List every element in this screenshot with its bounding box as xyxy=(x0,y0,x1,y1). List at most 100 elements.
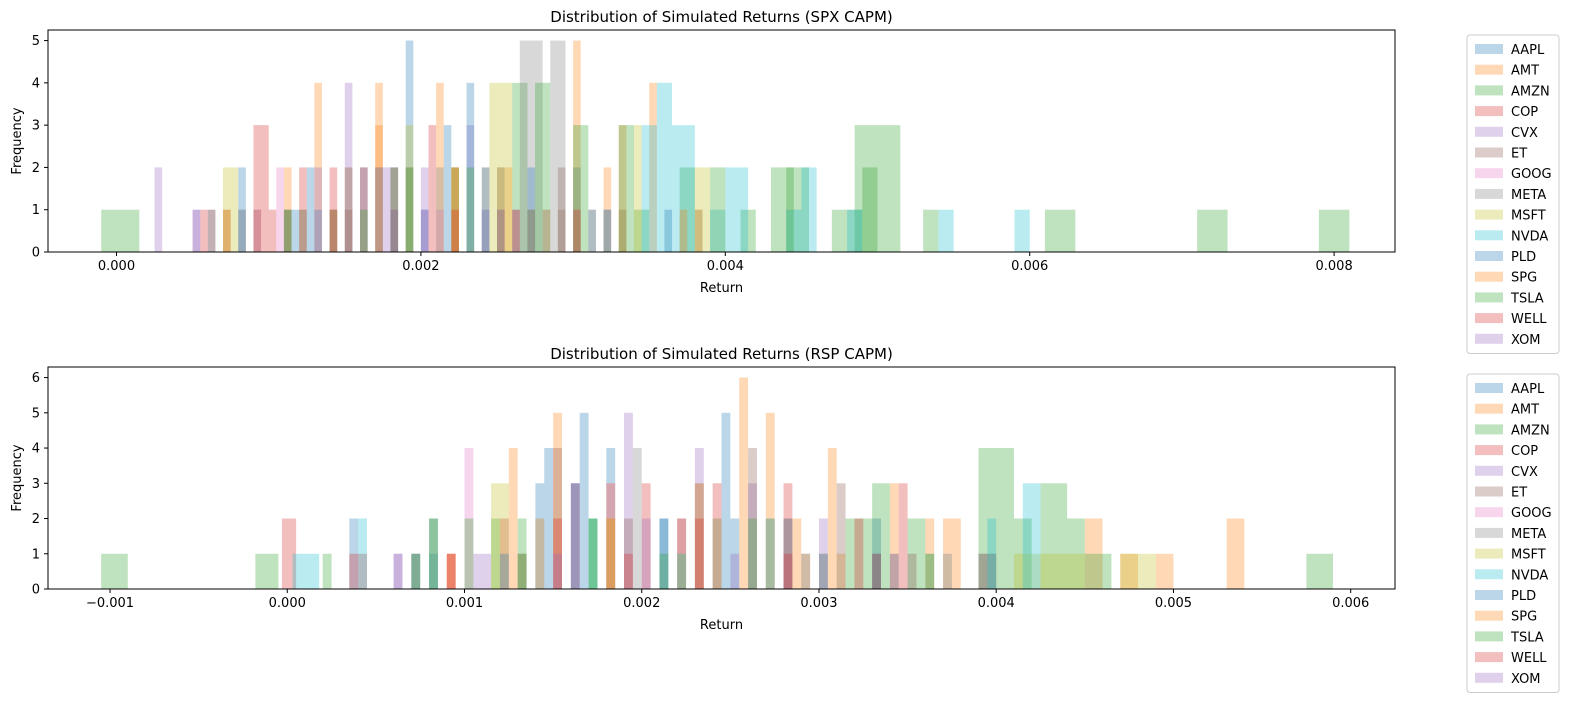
legend-swatch-msft xyxy=(1475,548,1503,559)
bar-nvda-8 xyxy=(987,518,997,589)
bar-nvda-5 xyxy=(588,209,596,252)
bar-meta-2 xyxy=(694,483,704,589)
bar-pld-1 xyxy=(499,553,509,589)
legend-label-pld: PLD xyxy=(1511,250,1536,265)
bar-nvda-9 xyxy=(1022,483,1041,589)
bar-cvx-6 xyxy=(466,125,475,252)
bar-amt-9 xyxy=(889,483,899,589)
legend-swatch-meta xyxy=(1475,188,1503,199)
bar-spg-2 xyxy=(606,518,616,589)
bar-aapl-3 xyxy=(360,167,368,252)
bar-goog-0 xyxy=(464,448,474,589)
bar-amzn-3 xyxy=(429,518,438,589)
bar-meta-3 xyxy=(519,40,543,252)
bar-amzn-6 xyxy=(573,125,589,252)
bar-nvda-12 xyxy=(801,167,817,252)
bar-msft-0 xyxy=(491,483,509,589)
bar-goog-3 xyxy=(390,209,399,252)
bar-amt-7 xyxy=(573,40,581,252)
bar-cop-5 xyxy=(481,167,490,252)
bar-spg-2 xyxy=(375,125,383,252)
bar-aapl-5 xyxy=(606,448,616,589)
bar-amzn-16 xyxy=(1318,209,1350,252)
bar-pld-5 xyxy=(603,209,612,252)
bar-amt-0 xyxy=(429,518,438,589)
bar-et-2 xyxy=(344,209,353,252)
bar-nvda-1 xyxy=(358,518,368,589)
legend-swatch-cop xyxy=(1475,445,1503,456)
plot-frame xyxy=(47,366,1396,590)
legend-swatch-goog xyxy=(1475,507,1503,518)
legend-label-cop: COP xyxy=(1511,444,1538,459)
bar-amt-7 xyxy=(792,518,802,589)
bar-tsla-5 xyxy=(748,518,757,589)
bar-well-3 xyxy=(624,553,633,589)
bar-spg-4 xyxy=(801,553,811,589)
legend-label-et: ET xyxy=(1511,147,1527,162)
legend-frame xyxy=(1466,34,1560,354)
bar-aapl-4 xyxy=(390,209,399,252)
bar-amzn-15 xyxy=(1197,209,1228,252)
bar-pld-0 xyxy=(238,167,246,252)
bar-cvx-2 xyxy=(299,209,307,252)
legend-label-cop: COP xyxy=(1511,105,1538,120)
bar-meta-1 xyxy=(344,167,353,252)
bar-amzn-15 xyxy=(1306,553,1333,589)
bar-amt-5 xyxy=(739,377,749,589)
bar-cvx-6 xyxy=(818,518,828,589)
bar-nvda-13 xyxy=(847,209,863,252)
legend-swatch-aapl xyxy=(1475,383,1503,393)
bar-cop-3 xyxy=(499,518,509,589)
y-axis-label: Frequency xyxy=(10,444,25,511)
bar-msft-0 xyxy=(223,167,239,252)
y-axis-label: Frequency xyxy=(10,107,25,174)
bar-msft-5 xyxy=(836,553,846,589)
bar-well-4 xyxy=(451,209,459,252)
bar-amt-12 xyxy=(1120,553,1138,589)
bar-nvda-10 xyxy=(725,167,749,252)
bar-aapl-2 xyxy=(535,483,545,589)
bar-xom-3 xyxy=(382,167,391,252)
x-tick-label: 0.006 xyxy=(1332,596,1369,611)
bar-nvda-1 xyxy=(299,209,307,252)
bar-nvda-3 xyxy=(517,553,527,589)
bar-nvda-6 xyxy=(641,125,657,252)
bars-group xyxy=(101,40,1350,252)
bar-aapl-10 xyxy=(527,209,536,252)
legend-label-cvx: CVX xyxy=(1511,465,1538,480)
bar-meta-5 xyxy=(603,209,612,252)
bar-cvx-0 xyxy=(154,167,163,252)
bar-pld-3 xyxy=(659,518,669,589)
legend-label-cvx: CVX xyxy=(1511,126,1538,141)
bar-aapl-8 xyxy=(783,518,793,589)
bar-cop-1 xyxy=(253,125,269,252)
bar-pld-5 xyxy=(801,553,811,589)
y-tick-label: 6 xyxy=(32,371,40,386)
bar-tsla-8 xyxy=(862,167,878,252)
bar-cop-3 xyxy=(360,167,368,252)
bar-amt-2 xyxy=(553,412,562,589)
bar-nvda-5 xyxy=(677,553,687,589)
x-tick-label: 0.002 xyxy=(623,596,660,611)
bar-cop-4 xyxy=(570,483,580,589)
x-tick-label: 0.004 xyxy=(978,596,1015,611)
legend-swatch-meta xyxy=(1475,527,1503,538)
bar-nvda-11 xyxy=(786,209,802,252)
bar-well-6 xyxy=(872,553,882,589)
bar-pld-4 xyxy=(527,167,536,252)
bar-cvx-1 xyxy=(192,209,201,252)
bar-amt-8 xyxy=(827,448,837,589)
bar-amzn-1 xyxy=(238,209,246,252)
bar-aapl-7 xyxy=(721,412,731,589)
bar-aapl-9 xyxy=(497,167,505,252)
bar-goog-2 xyxy=(329,209,338,252)
legend-swatch-xom xyxy=(1475,333,1503,344)
bar-aapl-6 xyxy=(659,518,669,589)
bar-amzn-0 xyxy=(101,209,140,252)
bar-cvx-7 xyxy=(512,209,520,252)
bar-amzn-7 xyxy=(633,209,650,252)
bar-amzn-8 xyxy=(679,167,695,252)
chart-title: Distribution of Simulated Returns (RSP C… xyxy=(550,345,893,363)
bar-et-4 xyxy=(748,448,757,589)
legend-swatch-cvx xyxy=(1475,465,1503,476)
